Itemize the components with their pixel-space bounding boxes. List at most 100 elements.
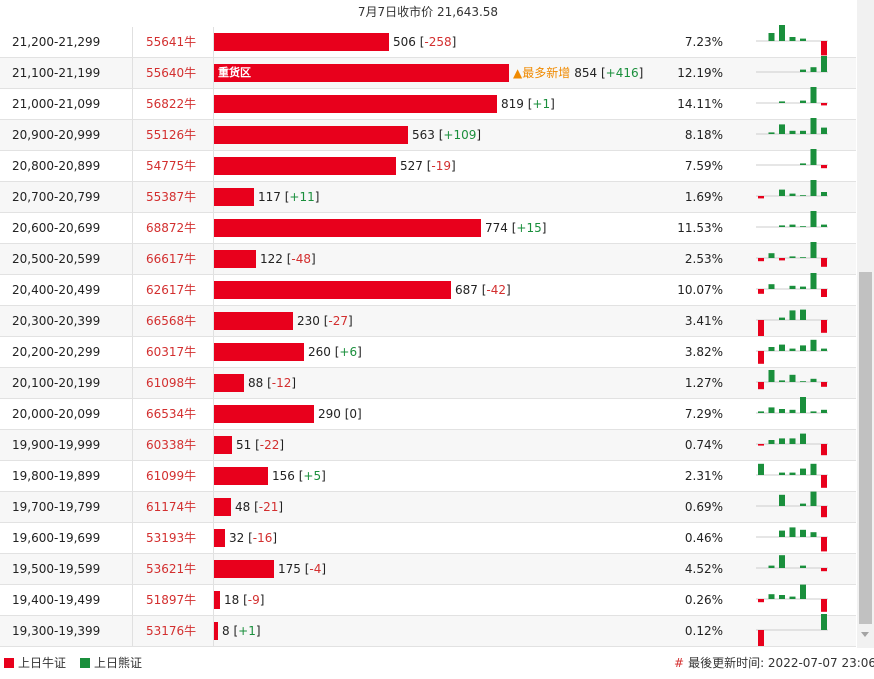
- column-divider: [132, 368, 133, 398]
- warrant-code-link[interactable]: 62617牛: [146, 283, 197, 297]
- sparkline-bar: [758, 463, 764, 475]
- heavy-zone-label: 重货区: [218, 66, 251, 79]
- column-divider: [132, 275, 133, 305]
- column-divider: [132, 337, 133, 367]
- sparkline-bar: [821, 289, 827, 297]
- sparkline-bar: [779, 25, 785, 41]
- percentage: 2.31%: [684, 469, 723, 483]
- sparkline-bar: [758, 196, 764, 199]
- legend-bull: 上日牛证: [4, 656, 66, 670]
- sparkline-bar: [779, 317, 785, 320]
- warrant-code-link[interactable]: 53193牛: [146, 531, 197, 545]
- volume-number: 175: [278, 562, 301, 576]
- warrant-code-link[interactable]: 61098牛: [146, 376, 197, 390]
- percentage: 3.82%: [684, 345, 723, 359]
- history-sparkline: [756, 555, 828, 572]
- volume-change: +6: [339, 345, 358, 359]
- volume-number: 290: [318, 407, 341, 421]
- volume-value: 18 [-9]: [224, 593, 265, 607]
- warrant-code-link[interactable]: 55641牛: [146, 35, 197, 49]
- column-divider: [132, 554, 133, 584]
- warrant-code-link[interactable]: 61174牛: [146, 500, 197, 514]
- sparkline-bar: [800, 584, 806, 599]
- table-row: 20,500-20,599 66617牛 122 [-48] 2.53%: [0, 242, 856, 275]
- sparkline-bar: [779, 555, 785, 568]
- price-range: 19,900-19,999: [12, 438, 101, 452]
- warrant-code-link[interactable]: 55387牛: [146, 190, 197, 204]
- sparkline-bar: [800, 565, 806, 568]
- warrant-code-link[interactable]: 68872牛: [146, 221, 197, 235]
- legend-bear-swatch: [80, 658, 90, 668]
- warrant-code-link[interactable]: 53621牛: [146, 562, 197, 576]
- sparkline-bar: [810, 149, 817, 165]
- volume-number: 51: [236, 438, 252, 452]
- sparkline-bar: [810, 67, 817, 72]
- column-divider: [213, 492, 214, 522]
- volume-change: +15: [516, 221, 542, 235]
- sparkline-bar: [758, 411, 764, 413]
- sparkline-bar: [800, 309, 806, 320]
- sparkline-bar: [810, 273, 817, 289]
- history-sparkline: [756, 273, 828, 297]
- warrant-code-link[interactable]: 56822牛: [146, 97, 197, 111]
- warrant-code-link[interactable]: 66568牛: [146, 314, 197, 328]
- volume-change: -9: [247, 593, 260, 607]
- volume-bar: [214, 219, 481, 237]
- column-divider: [213, 275, 214, 305]
- warrant-code-link[interactable]: 60338牛: [146, 438, 197, 452]
- column-divider: [132, 244, 133, 274]
- warrant-code-link[interactable]: 55640牛: [146, 66, 197, 80]
- warrant-code-link[interactable]: 60317牛: [146, 345, 197, 359]
- warrant-code-link[interactable]: 53176牛: [146, 624, 197, 638]
- warrant-code-link[interactable]: 66534牛: [146, 407, 197, 421]
- vertical-scrollbar[interactable]: [857, 0, 874, 648]
- sparkline-bar: [810, 411, 817, 413]
- volume-change: +11: [289, 190, 315, 204]
- history-sparkline: [756, 584, 828, 612]
- volume-number: 260: [308, 345, 331, 359]
- sparkline-bar: [821, 258, 827, 267]
- column-divider: [213, 523, 214, 553]
- column-divider: [213, 337, 214, 367]
- sparkline-bar: [800, 195, 806, 196]
- warrant-code-link[interactable]: 51897牛: [146, 593, 197, 607]
- warrant-code-link[interactable]: 55126牛: [146, 128, 197, 142]
- legend-bull-label: 上日牛证: [18, 656, 67, 670]
- hash-icon: #: [674, 656, 685, 670]
- warrant-code-link[interactable]: 54775牛: [146, 159, 197, 173]
- sparkline-bar: [800, 529, 806, 537]
- volume-bar: [214, 529, 225, 547]
- table-row: 19,500-19,599 53621牛 175 [-4] 4.52%: [0, 554, 856, 585]
- sparkline-bar: [789, 374, 796, 382]
- volume-change: -42: [486, 283, 507, 297]
- column-divider: [132, 585, 133, 615]
- sparkline-bar: [779, 124, 785, 134]
- percentage: 7.59%: [684, 159, 723, 173]
- warrant-code-link[interactable]: 66617牛: [146, 252, 197, 266]
- volume-bar: [214, 95, 497, 113]
- scroll-down-arrow-icon[interactable]: [861, 632, 869, 637]
- column-divider: [213, 213, 214, 243]
- sparkline-bar: [789, 472, 796, 475]
- price-range: 20,200-20,299: [12, 345, 101, 359]
- warrant-code-link[interactable]: 61099牛: [146, 469, 197, 483]
- column-divider: [132, 89, 133, 119]
- sparkline-bar: [800, 226, 806, 227]
- price-range: 20,100-20,199: [12, 376, 101, 390]
- volume-change: -258: [424, 35, 452, 49]
- sparkline-bar: [821, 599, 827, 612]
- percentage: 11.53%: [677, 221, 723, 235]
- table-row: 21,100-21,199 55640牛 重货区 ▲最多新增 854 [+416] 12.…: [0, 56, 856, 89]
- column-divider: [213, 306, 214, 336]
- sparkline-bar: [821, 444, 827, 456]
- sparkline-bar: [821, 348, 827, 351]
- table-row: 20,800-20,899 54775牛 527 [-19] 7.59%: [0, 149, 856, 182]
- scrollbar-thumb[interactable]: [859, 272, 872, 624]
- history-sparkline: [756, 87, 828, 106]
- price-range: 21,100-21,199: [12, 66, 101, 80]
- sparkline-bar: [789, 193, 796, 196]
- table-row: 19,300-19,399 53176牛 8 [+1] 0.12%: [0, 614, 856, 647]
- volume-change: +109: [443, 128, 477, 142]
- table-row: 19,400-19,499 51897牛 18 [-9] 0.26%: [0, 584, 856, 616]
- volume-bar: [214, 467, 268, 485]
